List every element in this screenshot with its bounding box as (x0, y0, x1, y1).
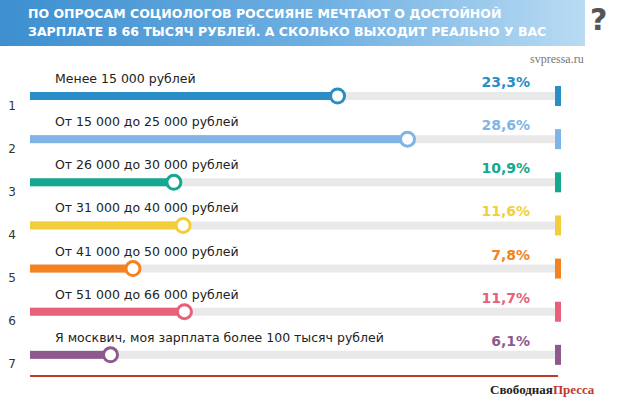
svg-text:28,6%: 28,6% (481, 117, 530, 133)
svg-text:От 26 000 до 30 000 рублей: От 26 000 до 30 000 рублей (55, 157, 239, 172)
svg-text:6,1%: 6,1% (491, 333, 530, 349)
svg-text:10,9%: 10,9% (481, 160, 530, 176)
svg-text:2: 2 (8, 142, 16, 156)
svg-text:3: 3 (8, 185, 16, 199)
html-text:Свободная Пресса: Свободная Пресса (490, 382, 595, 397)
svg-text:Менее 15 000 рублей: Менее 15 000 рублей (55, 71, 196, 86)
svg-text:5: 5 (8, 271, 16, 285)
svg-text:От 41 000 до 50 000 рублей: От 41 000 до 50 000 рублей (55, 244, 239, 259)
svg-text:От 31 000 до 40 000 рублей: От 31 000 до 40 000 рублей (55, 200, 239, 215)
svg-text:От 51 000 до 66 000 рублей: От 51 000 до 66 000 рублей (55, 287, 239, 302)
svg-text:4: 4 (8, 228, 16, 242)
svg-text:6: 6 (8, 314, 16, 328)
svg-text:11,6%: 11,6% (481, 203, 530, 219)
svg-text:От 15 000 до 25 000 рублей: От 15 000 до 25 000 рублей (55, 114, 239, 129)
svg-text:Я москвич, моя зарплата более: Я москвич, моя зарплата более 100 тысяч … (55, 330, 384, 345)
svg-text:23,3%: 23,3% (481, 74, 530, 90)
svg-text:7: 7 (8, 357, 16, 371)
svg-text:7,8%: 7,8% (491, 247, 530, 263)
html-text:svpressa.ru: svpressa.ru (530, 52, 584, 66)
svg-text:1: 1 (8, 99, 16, 113)
svg-text:11,7%: 11,7% (481, 290, 530, 306)
html-text:ПО ОПРОСАМ СОЦИОЛОГОВ РОССИЯНЕ: ПО ОПРОСАМ СОЦИОЛОГОВ РОССИЯНЕ МЕЧТАЮТ О… (28, 6, 547, 39)
